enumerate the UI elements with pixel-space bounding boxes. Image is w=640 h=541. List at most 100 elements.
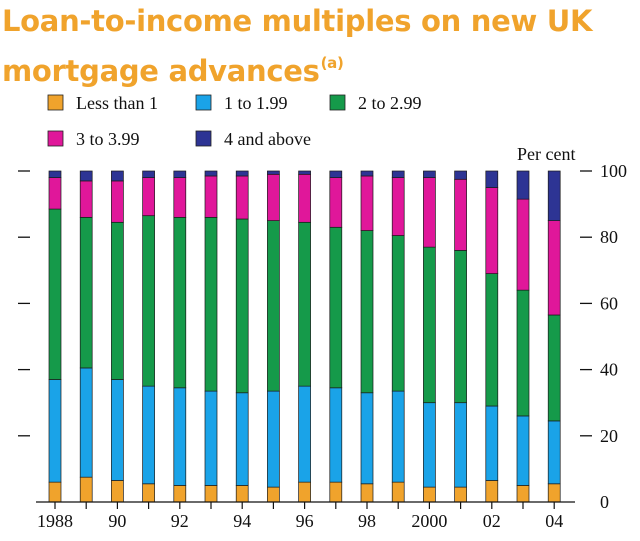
bar-stack-1995	[267, 170, 280, 503]
bar-segment-2000-1-to-1-99	[423, 402, 436, 488]
bar-segment-1990-3-to-3-99	[111, 180, 124, 223]
chart-title: Loan-to-income multiples on new UK mortg…	[2, 0, 622, 92]
x-tick-label-04: 04	[545, 511, 563, 531]
bar-segment-1988-less-than-1	[48, 481, 62, 503]
bar-segment-1992-2-to-2-99	[173, 216, 187, 389]
legend-item-less-than-1: Less than 1	[47, 93, 158, 113]
bar-segment-1994-1-to-1-99	[235, 392, 249, 486]
bar-segment-2002-4-and-above	[485, 170, 499, 188]
bar-segment-1994-3-to-3-99	[235, 175, 249, 220]
bar-stack-1999	[391, 170, 405, 503]
title-line-2-text: mortgage advances	[2, 54, 320, 88]
bar-segment-1996-3-to-3-99	[298, 173, 311, 223]
bar-segment-1990-less-than-1	[111, 480, 124, 503]
x-tick-label-98: 98	[358, 511, 376, 531]
bar-segment-2004-2-to-2-99	[547, 314, 561, 422]
bar-segment-1993-3-to-3-99	[204, 175, 218, 218]
y-tick-label-100: 100	[600, 161, 627, 181]
title-line-2: mortgage advances(a)	[2, 42, 622, 92]
y-tick-label-40: 40	[600, 360, 618, 380]
x-tick-label-92: 92	[171, 511, 189, 531]
bar-segment-2004-3-to-3-99	[547, 220, 561, 316]
bar-segment-1999-4-and-above	[391, 170, 405, 178]
bar-stack-1991	[142, 170, 155, 503]
x-tick-label-94: 94	[233, 511, 251, 531]
bar-segment-1995-4-and-above	[267, 170, 280, 175]
bar-segment-2003-4-and-above	[516, 170, 530, 200]
bar-segment-1988-1-to-1-99	[48, 379, 62, 483]
bar-segment-2004-4-and-above	[547, 170, 561, 222]
bar-segment-1988-2-to-2-99	[48, 208, 62, 380]
bar-segment-1994-less-than-1	[235, 485, 249, 503]
bar-stack-1998	[360, 170, 374, 503]
bar-segment-2003-less-than-1	[516, 485, 530, 503]
bar-segment-1993-4-and-above	[204, 170, 218, 177]
legend-label-4-and-above: 4 and above	[224, 129, 311, 149]
legend: Less than 1 1 to 1.99 2 to 2.99 3 to 3.99 4 …	[47, 93, 422, 149]
bar-stack-1997	[329, 170, 343, 503]
bar-stack-1996	[298, 170, 311, 503]
legend-swatch-1-to-1-99	[195, 94, 212, 111]
bar-segment-2000-less-than-1	[423, 486, 436, 503]
bar-segment-1989-1-to-1-99	[79, 367, 93, 478]
bar-segment-2004-less-than-1	[547, 483, 561, 503]
bar-segment-2001-2-to-2-99	[454, 250, 467, 404]
bar-segment-2001-less-than-1	[454, 486, 467, 503]
bar-segment-1997-1-to-1-99	[329, 387, 343, 483]
bar-segment-1993-2-to-2-99	[204, 216, 218, 392]
bar-segment-1993-less-than-1	[204, 485, 218, 503]
bar-segment-2002-1-to-1-99	[485, 405, 499, 481]
bar-segment-1995-2-to-2-99	[267, 220, 280, 392]
legend-item-4-and-above: 4 and above	[195, 129, 311, 149]
bar-segment-1997-less-than-1	[329, 481, 343, 503]
bar-segment-2003-2-to-2-99	[516, 289, 530, 417]
bar-segment-1995-1-to-1-99	[267, 390, 280, 488]
bar-stack-1993	[204, 170, 218, 503]
bar-segment-1997-3-to-3-99	[329, 177, 343, 228]
bar-segment-1993-1-to-1-99	[204, 390, 218, 486]
bar-segment-1988-4-and-above	[48, 170, 62, 178]
bar-stack-2003	[516, 170, 530, 503]
x-tick-label-2000: 2000	[411, 511, 447, 531]
legend-swatch-4-and-above	[195, 130, 212, 147]
legend-swatch-2-to-2-99	[329, 94, 346, 111]
bar-segment-1992-3-to-3-99	[173, 177, 187, 218]
bar-segment-1989-3-to-3-99	[79, 180, 93, 218]
y-tick-label-0: 0	[600, 492, 609, 512]
bar-stack-1990	[111, 170, 124, 503]
bar-segment-1991-3-to-3-99	[142, 177, 155, 217]
bar-stack-1989	[79, 170, 93, 503]
bar-segment-1989-4-and-above	[79, 170, 93, 182]
bar-segment-1998-1-to-1-99	[360, 392, 374, 485]
bar-stack-2001	[454, 170, 467, 503]
bar-segment-2001-3-to-3-99	[454, 178, 467, 251]
y-tick-label-80: 80	[600, 227, 618, 247]
bar-segment-1999-1-to-1-99	[391, 390, 405, 483]
bar-segment-1998-less-than-1	[360, 483, 374, 503]
bar-stack-2002	[485, 170, 499, 503]
legend-swatch-3-to-3-99	[47, 130, 64, 147]
legend-item-2-to-2-99: 2 to 2.99	[329, 93, 422, 113]
y-axis-label: Per cent	[517, 144, 575, 164]
bar-segment-2003-3-to-3-99	[516, 198, 530, 291]
bar-segment-2004-1-to-1-99	[547, 420, 561, 485]
bar-segment-1990-1-to-1-99	[111, 379, 124, 481]
bar-segment-1995-3-to-3-99	[267, 173, 280, 221]
x-tick-label-1988: 1988	[37, 511, 73, 531]
x-tick-label-96: 96	[296, 511, 314, 531]
bar-segment-2000-2-to-2-99	[423, 246, 436, 404]
bar-stack-1988	[48, 170, 62, 503]
bar-stack-2000	[423, 170, 436, 503]
bar-segment-1989-less-than-1	[79, 476, 93, 503]
title-line-1: Loan-to-income multiples on new UK	[2, 4, 593, 38]
bar-segment-1998-4-and-above	[360, 170, 374, 177]
bar-segment-2000-3-to-3-99	[423, 177, 436, 248]
axes: 0 20 40 60 80 100 1988 90 92 94 96 98 2000 02 04	[18, 161, 627, 531]
bar-segment-1996-1-to-1-99	[298, 385, 311, 483]
bar-segment-1997-4-and-above	[329, 170, 343, 178]
bar-segment-1991-4-and-above	[142, 170, 155, 178]
legend-label-less-than-1: Less than 1	[76, 93, 158, 113]
bar-segment-1999-less-than-1	[391, 481, 405, 503]
bar-segment-2001-1-to-1-99	[454, 402, 467, 488]
